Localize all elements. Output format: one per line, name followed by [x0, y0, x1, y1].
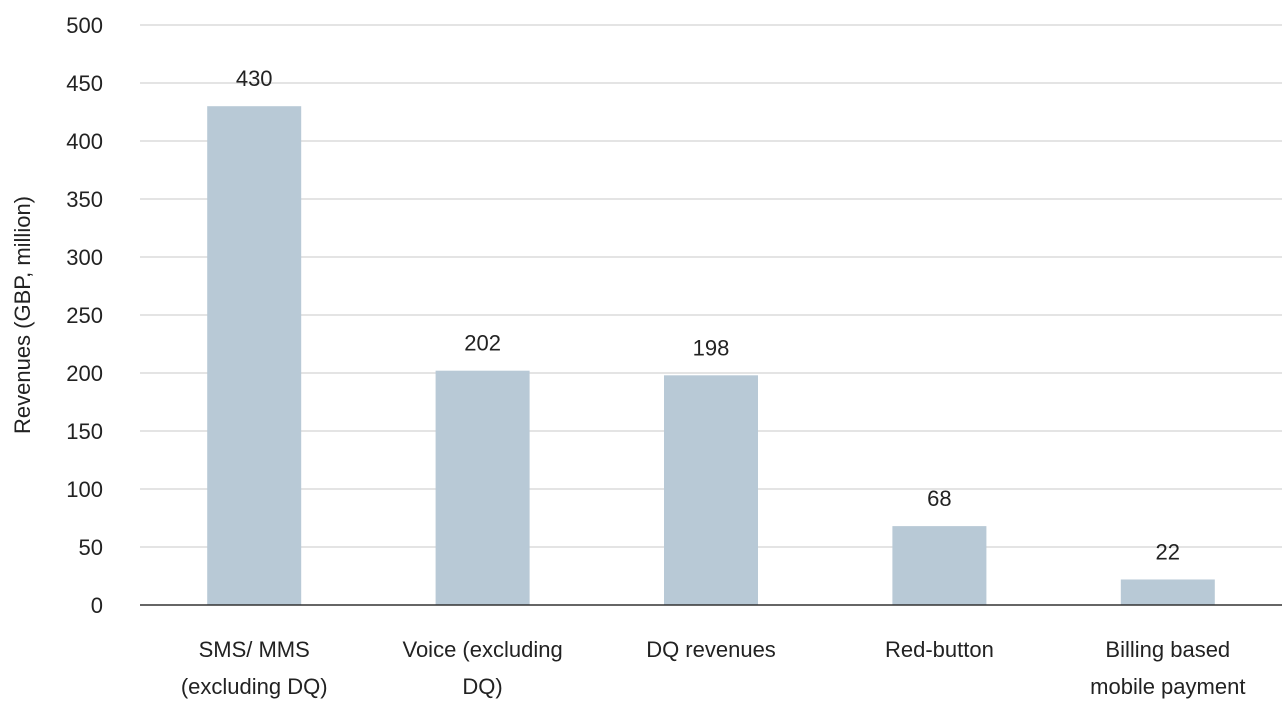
- category-label: SMS/ MMS (excluding DQ): [181, 637, 328, 699]
- y-tick-label: 0: [91, 593, 103, 618]
- category-label: Voice (excluding DQ): [402, 637, 562, 699]
- y-tick-label: 50: [79, 535, 103, 560]
- y-tick-label: 450: [66, 71, 103, 96]
- category-label: Red-button: [885, 637, 994, 662]
- category-label: DQ revenues: [646, 637, 776, 662]
- bar: [435, 370, 530, 605]
- y-tick-label: 250: [66, 303, 103, 328]
- y-tick-label: 500: [66, 13, 103, 38]
- data-label: 68: [927, 486, 951, 511]
- data-label: 430: [236, 66, 273, 91]
- data-label: 202: [464, 331, 501, 356]
- y-tick-label: 200: [66, 361, 103, 386]
- y-tick-label: 150: [66, 419, 103, 444]
- bar: [892, 526, 987, 605]
- data-label: 198: [693, 335, 730, 360]
- category-label: Billing based mobile payment: [1090, 637, 1245, 699]
- bar: [207, 106, 302, 605]
- y-tick-label: 100: [66, 477, 103, 502]
- bar: [664, 375, 758, 605]
- y-tick-label: 400: [66, 129, 103, 154]
- gridlines: [140, 24, 1282, 548]
- category-labels: SMS/ MMS (excluding DQ) Voice (excluding DQ…: [181, 637, 1246, 699]
- bars: [207, 106, 1215, 605]
- data-labels: 430 202 198 68 22: [236, 66, 1180, 564]
- y-tick-label: 350: [66, 187, 103, 212]
- data-label: 22: [1156, 539, 1180, 564]
- y-tick-label: 300: [66, 245, 103, 270]
- y-axis-ticks: 0 50 100 150 200 250 300 350 400 450 500: [66, 13, 103, 618]
- y-axis-label: Revenues (GBP, million): [10, 196, 35, 434]
- bar: [1120, 579, 1215, 605]
